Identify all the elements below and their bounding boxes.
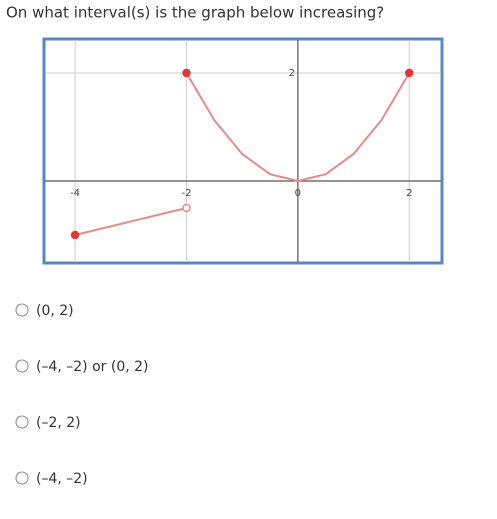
radio-button[interactable]	[15, 415, 29, 429]
x-tick-label: 2	[406, 188, 412, 199]
y-tick-label: 2	[289, 68, 295, 79]
question: On what interval(s) is the graph below i…	[6, 4, 384, 22]
radio-button[interactable]	[15, 303, 29, 317]
option-label[interactable]: (0, 2)	[36, 303, 74, 319]
graph: -4-2022	[45, 40, 441, 262]
closed-endpoint	[182, 68, 191, 78]
curve	[185, 72, 411, 183]
curve	[74, 207, 187, 236]
option-label[interactable]: (–4, –2)	[36, 471, 88, 487]
option-label[interactable]: (–4, –2) or (0, 2)	[36, 359, 149, 375]
closed-endpoint	[405, 68, 414, 78]
x-tick-label: -4	[70, 188, 80, 199]
radio-button[interactable]	[15, 471, 29, 485]
x-tick-label: -2	[181, 188, 191, 199]
open-endpoint	[182, 203, 191, 213]
radio-button[interactable]	[15, 359, 29, 373]
closed-endpoint	[70, 230, 80, 240]
option-label[interactable]: (–2, 2)	[36, 415, 81, 431]
options: (0, 2) (–4, –2) or (0, 2) (–2, 2) (–4, –2)	[15, 303, 149, 487]
